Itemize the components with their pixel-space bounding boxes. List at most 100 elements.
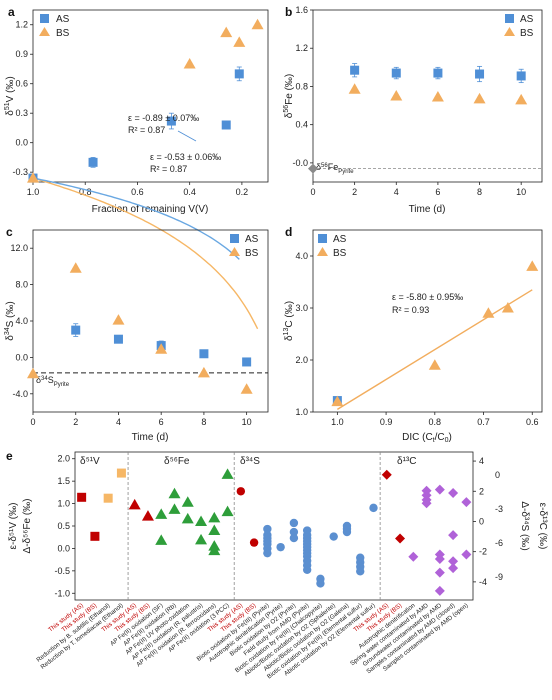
panel-b-pyrite-label: δ56FePyrite bbox=[316, 162, 354, 175]
panel-e-c-point bbox=[434, 585, 445, 596]
panel-e-c-point bbox=[421, 498, 432, 509]
panel-e-section-v: δ⁵¹V bbox=[80, 456, 100, 467]
panel-c-letter: c bbox=[6, 225, 13, 239]
panel-e-ytick-right-label: 4 bbox=[479, 456, 484, 466]
panel-b-bs-point bbox=[515, 93, 528, 105]
panel-c-ticks: 0 2 4 6 8 10 -4.0 0.0 4.0 8.0 12.0 bbox=[10, 243, 251, 427]
panel-b-legend: AS BS bbox=[504, 14, 534, 39]
panel-d-ytick-label: 1.0 bbox=[295, 407, 308, 417]
panel-b-xtick-label: 0 bbox=[310, 187, 315, 197]
panel-e-section-c: δ¹³C bbox=[397, 456, 416, 467]
panel-a-ytick-label: 1.2 bbox=[15, 20, 28, 30]
panel-d-ticks: 1.0 0.9 0.8 0.7 0.6 1.0 2.0 3.0 4.0 bbox=[295, 251, 538, 427]
panel-c-legend-as-marker bbox=[230, 234, 239, 243]
panel-a-ytick-label: 0.3 bbox=[15, 108, 28, 118]
panel-d-bs-point bbox=[428, 359, 441, 370]
panel-e-dividers bbox=[127, 452, 381, 600]
panel-e-c-point bbox=[448, 487, 459, 498]
panel-a-eq-as: ε = -0.53 ± 0.06‰ bbox=[150, 152, 221, 162]
panel-a-letter: a bbox=[8, 5, 15, 19]
panel-c-as-point bbox=[113, 334, 123, 344]
panel-d: d DIC (Ct/C0) δ13C (‰) 1.0 0.9 0.8 0.7 0.61.… bbox=[283, 225, 543, 444]
panel-e-fe-point bbox=[195, 515, 208, 527]
panel-c-bs-point bbox=[112, 314, 125, 325]
panel-e-s-point bbox=[263, 548, 272, 558]
panel-e-s-point bbox=[316, 579, 325, 588]
panel-a-fit-bs bbox=[32, 177, 259, 330]
panel-d-xtick-label: 0.6 bbox=[526, 417, 539, 427]
panel-e-fe-point bbox=[195, 533, 208, 545]
panel-c-bs-point bbox=[240, 383, 253, 394]
panel-a-r2-as: R² = 0.87 bbox=[150, 164, 187, 174]
panel-e-ytick-right2-label: -3 bbox=[495, 504, 503, 514]
panel-e-c-point bbox=[434, 484, 445, 495]
panel-c-xlabel: Time (d) bbox=[132, 432, 169, 443]
panel-e-v-point bbox=[116, 468, 126, 478]
panel-e-letter: e bbox=[6, 449, 13, 463]
panel-a-bs-point bbox=[233, 36, 246, 47]
panel-e-ylabel-left1: ε-δ⁵¹V (‰) bbox=[8, 503, 19, 550]
panel-a-as-point bbox=[88, 157, 98, 167]
panel-a-as-point bbox=[234, 69, 244, 79]
panel-e-ylabel-left2: Δ-δ⁵⁶Fe (‰) bbox=[22, 499, 33, 554]
panel-e-fe-point bbox=[221, 468, 234, 479]
panel-b-legend-as: AS bbox=[520, 14, 534, 25]
panel-e-ytick-left-label: -0.5 bbox=[54, 566, 70, 576]
panel-c-ytick-label: 4.0 bbox=[15, 316, 28, 326]
panel-a-ytick-label: 0.6 bbox=[15, 79, 28, 89]
panel-a-xtick-label: 0.2 bbox=[236, 187, 249, 197]
panel-e-s-point bbox=[263, 524, 272, 534]
panel-e-fe-point bbox=[181, 496, 194, 507]
panel-a-legend: AS BS bbox=[39, 14, 70, 39]
panel-e-ytick-right-label: -4 bbox=[479, 577, 487, 587]
panel-e-fe-point bbox=[208, 511, 221, 523]
panel-c-as-point bbox=[199, 349, 209, 359]
panel-b-letter: b bbox=[285, 5, 292, 19]
panel-a-ytick-label: 0.9 bbox=[15, 49, 28, 59]
panel-e-section-s: δ³⁴S bbox=[240, 456, 260, 467]
panel-a-legend-as: AS bbox=[56, 14, 70, 25]
panel-b-xtick-label: 10 bbox=[516, 187, 526, 197]
panel-b-as-point bbox=[475, 69, 485, 79]
panel-d-legend: AS BS bbox=[317, 234, 347, 259]
panel-e-ytick-left-label: 0.5 bbox=[57, 521, 70, 531]
panel-a-legend-bs-marker bbox=[39, 27, 50, 36]
panel-d-letter: d bbox=[285, 225, 292, 239]
panel-d-ytick-label: 4.0 bbox=[295, 251, 308, 261]
panel-e-c-point bbox=[461, 497, 472, 508]
panel-d-xtick-label: 0.8 bbox=[429, 417, 442, 427]
panel-b-xtick-label: 6 bbox=[435, 187, 440, 197]
panel-e-c-point bbox=[448, 563, 459, 574]
panel-e-s-point bbox=[356, 567, 365, 576]
panel-d-bs-point bbox=[526, 260, 539, 271]
panel-c-ytick-label: -4.0 bbox=[12, 389, 28, 399]
panel-a-r2-bs: R² = 0.87 bbox=[128, 125, 165, 135]
panel-e-c-point bbox=[395, 533, 406, 544]
panel-e-frame bbox=[74, 451, 474, 601]
panel-e-c-point bbox=[434, 554, 445, 565]
panel-e-ylabel-right2: ε-δ¹³C (‰) bbox=[537, 503, 548, 550]
panel-c-xtick-label: 4 bbox=[116, 417, 121, 427]
panel-c-ylabel: δ34S (‰) bbox=[4, 301, 16, 340]
panel-a-bs-point bbox=[251, 18, 264, 30]
panel-c-xtick-label: 0 bbox=[30, 417, 35, 427]
panel-a-bs-point bbox=[220, 26, 233, 38]
panel-c-bs-point bbox=[69, 262, 82, 273]
panel-e-fe-point bbox=[181, 512, 194, 524]
panel-c-ytick-label: 12.0 bbox=[10, 243, 28, 253]
panel-b-ytick-label: 1.2 bbox=[295, 43, 308, 53]
panel-e-fe-point bbox=[155, 534, 168, 545]
panel-e-ticks: -1.0 -0.5 0.0 0.5 1.0 1.5 2.0 -4 -2 0 2 4 -9 -6 -3 0 bbox=[54, 454, 503, 599]
panel-c-xtick-label: 8 bbox=[201, 417, 206, 427]
panel-e: e ε-δ⁵¹V (‰) Δ-δ⁵⁶Fe (‰) Δ-δ³⁴S (‰) ε-δ¹… bbox=[6, 449, 548, 680]
panel-b-frame bbox=[312, 9, 543, 183]
panel-a-points bbox=[27, 18, 264, 183]
panel-d-legend-bs-marker bbox=[317, 247, 328, 256]
panel-a-xtick-label: 0.6 bbox=[131, 187, 144, 197]
panel-b-xlabel: Time (d) bbox=[409, 204, 446, 215]
panel-d-points bbox=[331, 260, 539, 407]
panel-a-ticks: 1.0 0.8 0.6 0.4 0.2 -0.3 0.0 0.3 0.6 0.9 1.2 bbox=[12, 20, 248, 197]
panel-c-legend-as: AS bbox=[245, 234, 259, 245]
panel-d-frame bbox=[312, 229, 543, 413]
panel-b-as-point bbox=[391, 68, 401, 78]
